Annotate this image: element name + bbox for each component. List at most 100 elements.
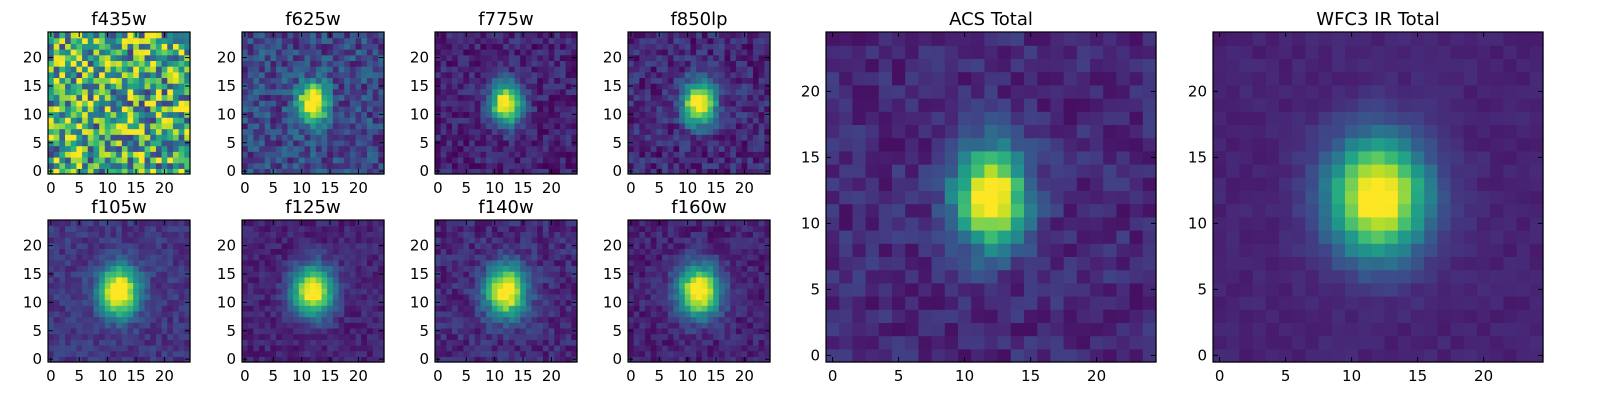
heatmap-cell — [559, 305, 567, 312]
heatmap-cell — [639, 299, 646, 306]
heatmap-cell — [361, 156, 368, 164]
heatmap-cell — [338, 117, 345, 124]
heatmap-cell — [247, 282, 254, 289]
heatmap-cell — [298, 316, 306, 323]
heatmap-cell — [440, 134, 447, 141]
heatmap-cell — [764, 344, 771, 352]
heatmap-cell — [645, 168, 652, 175]
heatmap-cell — [355, 248, 362, 255]
heatmap-cell — [276, 117, 283, 124]
heatmap-cell — [127, 105, 134, 113]
heatmap-cell — [304, 316, 311, 323]
heatmap-cell — [713, 54, 720, 61]
heatmap-cell — [259, 60, 266, 67]
heatmap-cell — [457, 145, 464, 152]
heatmap-cell — [150, 54, 157, 61]
heatmap-cell — [121, 299, 129, 306]
heatmap-cell — [554, 54, 561, 61]
heatmap-cell — [59, 54, 66, 61]
heatmap-cell — [457, 83, 464, 90]
heatmap-cell — [270, 100, 277, 107]
heatmap-cell — [127, 344, 134, 352]
heatmap-cell — [713, 350, 720, 357]
heatmap-cell — [87, 60, 95, 67]
heatmap-cell — [713, 83, 720, 90]
heatmap-cell — [253, 265, 260, 272]
heatmap-cell — [690, 37, 697, 44]
heatmap-cell — [144, 220, 151, 227]
heatmap-cell — [70, 156, 77, 164]
heatmap-cell — [469, 100, 476, 107]
heatmap-cell — [259, 271, 266, 278]
heatmap-cell — [457, 293, 464, 301]
heatmap-cell — [679, 88, 686, 96]
heatmap-cell — [474, 100, 482, 107]
heatmap-cell — [121, 356, 129, 363]
heatmap-cell — [281, 288, 289, 295]
heatmap-cell — [110, 254, 117, 261]
heatmap-cell — [304, 276, 311, 284]
heatmap-cell — [628, 162, 635, 169]
heatmap-cell — [633, 168, 640, 175]
heatmap-cell — [673, 54, 680, 61]
heatmap-cell — [172, 94, 180, 101]
heatmap-cell — [116, 54, 123, 61]
heatmap-cell — [747, 350, 754, 357]
heatmap-cell — [514, 299, 521, 306]
heatmap-cell — [645, 339, 652, 346]
heatmap-cell — [718, 60, 726, 67]
x-tick-label: 20 — [155, 179, 174, 197]
heatmap-cell — [656, 139, 663, 147]
heatmap-cell — [133, 83, 140, 90]
heatmap-cell — [366, 162, 374, 169]
heatmap-cell — [133, 60, 140, 67]
heatmap-cell — [82, 134, 89, 141]
heatmap-cell — [65, 225, 72, 232]
heatmap-cell — [701, 333, 709, 340]
heatmap-cell — [327, 105, 334, 113]
heatmap-cell — [48, 293, 55, 301]
heatmap-cell — [491, 254, 499, 261]
heatmap-cell — [656, 333, 663, 340]
heatmap-cell — [253, 122, 260, 130]
heatmap-cell — [559, 54, 567, 61]
heatmap-cell — [571, 350, 578, 357]
heatmap-cell — [344, 168, 351, 175]
heatmap-cell — [452, 259, 459, 267]
heatmap-cell — [332, 151, 340, 158]
heatmap-cell — [696, 139, 703, 147]
heatmap-cell — [701, 339, 709, 346]
heatmap-cell — [121, 139, 129, 147]
heatmap-cell — [259, 356, 266, 363]
heatmap-cell — [696, 111, 703, 118]
heatmap-cell — [338, 83, 345, 90]
heatmap-cell — [184, 322, 191, 329]
heatmap-cell — [718, 145, 726, 152]
heatmap-cell — [679, 276, 686, 284]
heatmap-cell — [127, 43, 134, 50]
heatmap-cell — [315, 242, 323, 249]
heatmap-cell — [184, 66, 191, 73]
heatmap-cell — [741, 293, 748, 301]
heatmap-cell — [701, 83, 709, 90]
heatmap-cell — [446, 77, 453, 84]
heatmap-cell — [724, 162, 731, 169]
heatmap-cell — [452, 54, 459, 61]
heatmap-cell — [537, 288, 544, 295]
heatmap-cell — [724, 66, 731, 73]
heatmap-cell — [565, 94, 572, 101]
heatmap-cell — [735, 54, 743, 61]
heatmap-cell — [690, 128, 697, 135]
heatmap-cell — [701, 356, 709, 363]
heatmap-cell — [440, 122, 447, 130]
heatmap-cell — [503, 231, 510, 238]
heatmap-cell — [161, 54, 168, 61]
heatmap-cell — [764, 117, 771, 124]
heatmap-cell — [366, 151, 374, 158]
heatmap-cell — [247, 32, 254, 39]
heatmap-cell — [167, 271, 174, 278]
heatmap-cell — [184, 350, 191, 357]
heatmap-cell — [59, 276, 66, 284]
heatmap-cell — [480, 333, 487, 340]
heatmap-cell — [718, 356, 726, 363]
